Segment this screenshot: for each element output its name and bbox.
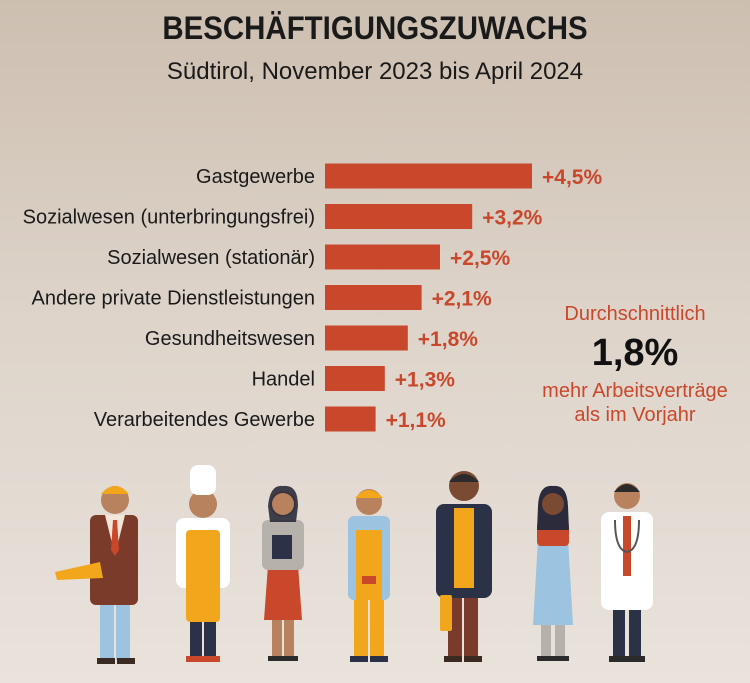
bar xyxy=(325,285,422,310)
value-label: +1,3% xyxy=(395,369,455,392)
bar xyxy=(325,406,376,432)
chart-subtitle: Südtirol, November 2023 bis April 2024 xyxy=(166,58,584,85)
bar xyxy=(325,244,440,270)
category-label: Andere private Dienstleistungen xyxy=(31,288,315,310)
chef-icon xyxy=(176,465,230,662)
construction-worker-icon xyxy=(348,489,390,662)
value-label: +2,5% xyxy=(450,247,510,270)
bar xyxy=(325,204,473,229)
workers-illustration xyxy=(55,465,653,664)
chart-title: BESCHÄFTIGUNGSZUWACHS xyxy=(162,10,588,46)
office-worker-icon xyxy=(262,485,304,661)
doctor-icon xyxy=(601,483,653,662)
category-label: Sozialwesen (stationär) xyxy=(107,247,315,269)
category-label: Gastgewerbe xyxy=(196,166,315,188)
category-label: Gesundheitswesen xyxy=(145,328,315,350)
category-label: Sozialwesen (unterbringungsfrei) xyxy=(23,207,315,229)
value-label: +3,2% xyxy=(482,207,542,230)
average-callout: Durchschnittlich 1,8% mehr Arbeitsverträ… xyxy=(520,303,750,427)
average-callout-value: 1,8% xyxy=(591,332,679,374)
bar xyxy=(325,366,385,391)
bar xyxy=(325,163,532,189)
value-label: +1,8% xyxy=(418,328,478,351)
value-label: +2,1% xyxy=(432,288,492,311)
category-label: Verarbeitendes Gewerbe xyxy=(94,409,315,431)
bar xyxy=(325,325,408,351)
value-label: +1,1% xyxy=(386,409,446,432)
man-icon xyxy=(436,471,492,662)
woman-icon xyxy=(533,485,573,661)
category-label: Handel xyxy=(252,369,315,391)
businessman-icon xyxy=(55,486,138,664)
bar-chart: Gastgewerbe +4,5% Sozialwesen (unterbringu… xyxy=(23,163,602,432)
value-label: +4,5% xyxy=(542,166,602,189)
average-callout-label: Durchschnittlich xyxy=(564,303,706,325)
average-callout-caption: mehr Arbeitsverträge als im Vorjahr xyxy=(542,380,728,426)
